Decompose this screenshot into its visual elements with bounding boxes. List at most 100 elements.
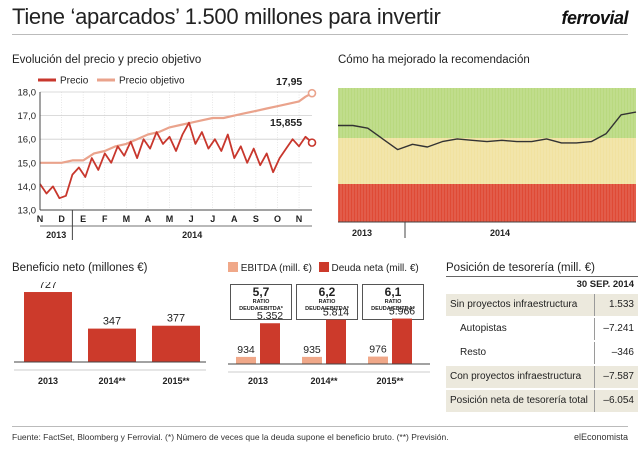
legend-price-label: Precio — [60, 76, 89, 87]
profit-value-label: 727 — [39, 282, 57, 291]
price-ytick-label: 15,0 — [18, 158, 37, 169]
rec-series-line — [338, 111, 637, 151]
table-header: 30 SEP. 2014 — [576, 279, 634, 290]
table-row: Sin proyectos infraestructura 1.533 — [446, 294, 638, 316]
table-col-divider — [594, 318, 595, 340]
ratio-value: 6,1 — [384, 285, 402, 299]
table-row: Con proyectos infraestructura –7.587 — [446, 366, 638, 388]
rec-line — [338, 111, 637, 151]
table-row-value: –7.241 — [603, 323, 634, 334]
rec-year-2013: 2013 — [352, 228, 372, 238]
price-axis: 18,017,016,015,014,013,0N D E F M A M J J A S O N201… — [18, 88, 312, 240]
price-ytick-label: 18,0 — [18, 88, 37, 99]
debt-bar — [326, 319, 346, 364]
target-end-marker — [307, 88, 317, 98]
table-row-value: –6.054 — [603, 395, 634, 406]
ratio-box-2014: 6,2 RATIO DEUDA/EBITDA* — [296, 284, 358, 320]
profit-bars: 727 2013 347 2014** 377 2015** — [14, 282, 206, 386]
debt-legend: EBITDA (mill. €) Deuda neta (mill. €) — [228, 262, 419, 274]
table-row-label: Sin proyectos infraestructura — [450, 299, 578, 310]
treasury-title: Posición de tesorería (mill. €) — [446, 262, 595, 274]
debt-chart: 934 5.352 2013 935 5.814 2014** 976 5.966 2015** — [228, 306, 430, 386]
rec-zone-sell — [338, 184, 636, 222]
brand-logo: ferrovial — [561, 8, 628, 28]
price-month-label: M — [166, 214, 174, 224]
legend-ebitda-label: EBITDA (mill. €) — [240, 263, 312, 274]
price-month-label: N — [37, 214, 44, 224]
table-col-divider — [594, 294, 595, 316]
profit-value-label: 347 — [103, 316, 121, 328]
profit-chart-title: Beneficio neto (millones €) — [12, 262, 148, 274]
price-ytick-label: 17,0 — [18, 111, 37, 122]
table-row-value: –346 — [611, 347, 634, 358]
ebitda-value-label: 976 — [369, 344, 387, 356]
price-chart: 18,017,016,015,014,013,0N D E F M A M J J A S O N201… — [18, 76, 317, 240]
table-row-label: Autopistas — [460, 323, 507, 334]
table-row: Autopistas –7.241 — [446, 318, 638, 340]
table-row-label: Posición neta de tesorería total — [450, 395, 588, 406]
table-col-divider — [594, 342, 595, 364]
price-lines — [39, 88, 317, 200]
price-ytick-label: 16,0 — [18, 135, 37, 146]
ratio-value: 6,2 — [318, 285, 336, 299]
profit-bar — [24, 292, 72, 362]
price-month-label: D — [58, 214, 65, 224]
debt-value-label: 5.352 — [257, 310, 283, 322]
ebitda-value-label: 934 — [237, 344, 255, 356]
price-ytick-label: 14,0 — [18, 182, 37, 193]
ratio-label: RATIO DEUDA/EBITDA* — [305, 299, 349, 312]
price-chart-title: Evolución del precio y precio objetivo — [12, 54, 202, 66]
price-month-label: S — [253, 214, 259, 224]
debt-category-label: 2014** — [310, 376, 338, 386]
table-row-label: Con proyectos infraestructura — [450, 371, 582, 382]
series-price-line — [39, 121, 313, 200]
price-year-label-2014: 2014 — [182, 230, 202, 240]
table-top-rule — [446, 276, 638, 277]
legend-ebitda-swatch — [228, 262, 238, 272]
annotation-price: 15,855 — [270, 117, 302, 129]
series-target-line — [40, 92, 313, 164]
rec-hatch — [337, 88, 636, 222]
debt-category-label: 2013 — [248, 376, 268, 386]
ratio-label: RATIO DEUDA/EBITDA* — [239, 299, 283, 312]
table-col-divider — [594, 366, 595, 388]
price-ytick-label: 13,0 — [18, 206, 37, 217]
ebitda-value-label: 935 — [303, 344, 321, 356]
debt-bars: 934 5.352 2013 935 5.814 2014** 976 5.966 2015** — [228, 306, 430, 386]
header-divider — [12, 34, 628, 35]
table-row: Resto –346 — [446, 342, 638, 364]
price-month-label: E — [80, 214, 86, 224]
table-row-label: Resto — [460, 347, 487, 358]
rec-zone-hold — [338, 138, 636, 184]
table-col-divider — [594, 390, 595, 412]
profit-category-label: 2015** — [162, 376, 190, 386]
ratio-value: 5,7 — [252, 285, 270, 299]
price-month-label: F — [102, 214, 108, 224]
debt-value-label: 5.814 — [323, 307, 349, 319]
price-month-label: J — [189, 214, 194, 224]
rec-year-2014: 2014 — [490, 228, 510, 238]
rec-zone-buy — [338, 88, 636, 138]
ebitda-bar — [236, 356, 256, 364]
legend-target-label: Precio objetivo — [119, 76, 185, 87]
ratio-box-2015: 6,1 RATIO DEUDA/EBITDA* — [362, 284, 424, 320]
ebitda-bar — [302, 356, 322, 364]
table-row-value: –7.587 — [603, 371, 634, 382]
price-legend: Precio Precio objetivo — [38, 76, 185, 87]
rec-chart-title: Cómo ha mejorado la recomendación — [338, 54, 530, 66]
price-month-label: N — [296, 214, 303, 224]
footer-note: Fuente: FactSet, Bloomberg y Ferrovial. … — [12, 432, 449, 442]
profit-value-label: 377 — [167, 313, 185, 325]
profit-category-label: 2013 — [38, 376, 58, 386]
recommendation-chart: 2013 2014 — [337, 88, 637, 238]
price-month-label: A — [231, 214, 238, 224]
price-month-label: O — [274, 214, 281, 224]
footer-divider — [12, 426, 628, 427]
price-end-marker — [307, 138, 317, 147]
profit-bar — [88, 328, 136, 362]
profit-bar — [152, 325, 200, 362]
profit-chart: 727 2013 347 2014** 377 2015** — [14, 282, 206, 386]
price-month-label: A — [145, 214, 152, 224]
price-month-label: J — [210, 214, 215, 224]
annotation-target: 17,95 — [276, 76, 302, 88]
